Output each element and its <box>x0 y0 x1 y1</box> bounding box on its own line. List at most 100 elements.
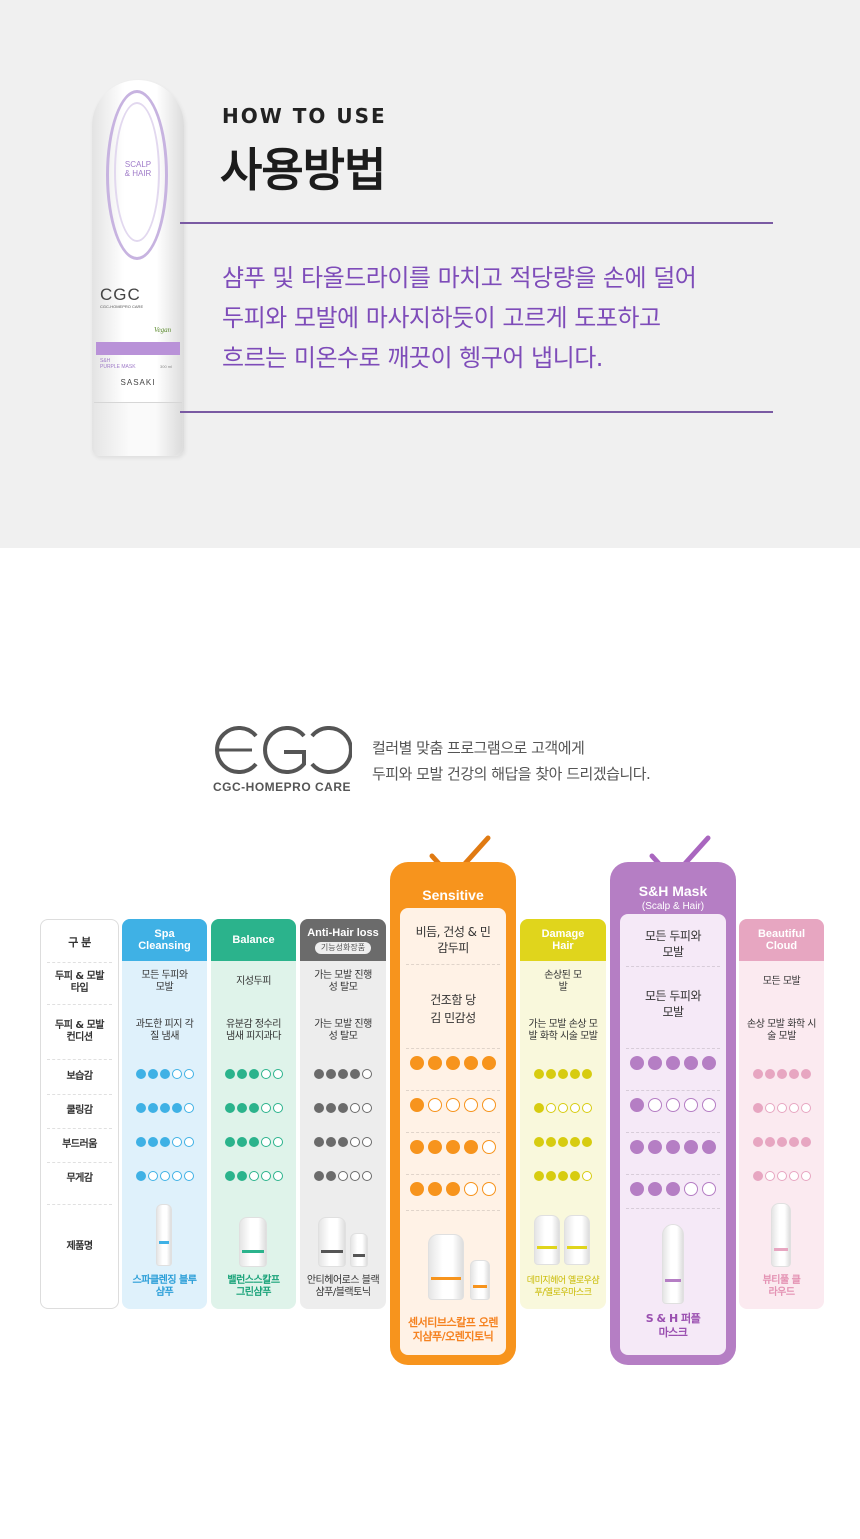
rating-dot-empty <box>582 1171 592 1181</box>
how-to-use-heading-ko: 사용방법 <box>220 143 386 197</box>
rating-dot-filled <box>546 1137 556 1147</box>
label-product: 제품명 <box>66 1241 93 1252</box>
rating-dot-filled <box>326 1137 336 1147</box>
sensitive-weight-rating <box>400 1182 506 1196</box>
rating-dot-empty <box>362 1137 372 1147</box>
column-sh-mask: S&H Mask (Scalp & Hair) 모든 두피와 모발 모든 두피와… <box>610 862 736 1365</box>
column-damage-hair: Damage Hair 손상된 모발 가는 모발 손상 모발 화학 시술 모발 … <box>520 919 606 1309</box>
rating-dot-empty <box>684 1182 698 1196</box>
rating-dot-filled <box>558 1069 568 1079</box>
rating-dot-filled <box>135 1069 146 1079</box>
rating-dot-empty <box>558 1103 568 1113</box>
row-label-column: 구 분 두피 & 모발 타입 두피 & 모발 컨디션 보습감 쿨링감 부드러움 … <box>40 919 119 1309</box>
rating-dot-filled <box>582 1137 592 1147</box>
spa-product-image <box>156 1204 172 1266</box>
rating-dot-filled <box>314 1103 324 1113</box>
beautiful-condition: 손상 모발 화학 시술 모발 <box>747 1019 816 1042</box>
rating-dot-filled <box>558 1171 568 1181</box>
brand-intro: 컬러별 맞춤 프로그램으로 고객에게 두피와 모발 건강의 해답을 찾아 드리겠… <box>372 739 651 783</box>
rating-dot-filled <box>338 1137 348 1147</box>
rating-dot-empty <box>260 1103 271 1113</box>
rating-dot-empty <box>428 1098 442 1112</box>
rating-dot-empty <box>446 1098 460 1112</box>
beautiful-softness-rating <box>739 1137 824 1147</box>
vegan-badge: Vegan <box>154 326 172 334</box>
sensitive-product-image-2 <box>470 1260 490 1300</box>
rating-dot-empty <box>648 1098 662 1112</box>
rating-dot-empty <box>183 1137 194 1147</box>
label-softness: 부드러움 <box>62 1139 97 1150</box>
bottle-label-1: SCALP <box>124 160 152 169</box>
rating-dot-filled <box>350 1069 360 1079</box>
column-balance: Balance 지성두피 유분감 정수리 냄새 피지과다 밸런스스칼프 그린샴푸 <box>211 919 296 1309</box>
rating-dot-filled <box>752 1137 763 1147</box>
rating-dot-empty <box>546 1103 556 1113</box>
rating-dot-filled <box>648 1182 662 1196</box>
rating-dot-filled <box>224 1069 235 1079</box>
rating-dot-filled <box>326 1103 336 1113</box>
damage-product-name: 데미지헤어 옐로우샴푸/옐로우마스크 <box>526 1276 600 1298</box>
damage-cooling-rating <box>520 1103 606 1113</box>
rating-dot-filled <box>558 1137 568 1147</box>
sensitive-moisture-rating <box>400 1056 506 1070</box>
rating-dot-filled <box>570 1069 580 1079</box>
column-spa-cleansing: Spa Cleansing 모든 두피와 모발 과도한 피지 각질 냄새 스파클… <box>122 919 207 1309</box>
rating-dot-filled <box>464 1056 478 1070</box>
rating-dot-filled <box>224 1171 235 1181</box>
rating-dot-filled <box>666 1140 680 1154</box>
how-to-use-heading: HOW TO USE <box>222 104 387 128</box>
rating-dot-empty <box>684 1098 698 1112</box>
rating-dot-filled <box>534 1069 544 1079</box>
rating-dot-filled <box>224 1103 235 1113</box>
damage-moisture-rating <box>520 1069 606 1079</box>
rating-dot-empty <box>350 1171 360 1181</box>
beautiful-product-name: 뷰티풀 클라우드 <box>762 1275 801 1298</box>
rating-dot-empty <box>464 1098 478 1112</box>
rating-dot-filled <box>410 1098 424 1112</box>
rating-dot-empty <box>260 1069 271 1079</box>
balance-type: 지성두피 <box>236 976 271 987</box>
rating-dot-filled <box>666 1182 680 1196</box>
rating-dot-filled <box>248 1069 259 1079</box>
sensitive-softness-rating <box>400 1140 506 1154</box>
rating-dot-filled <box>648 1140 662 1154</box>
rating-dot-empty <box>350 1137 360 1147</box>
rating-dot-filled <box>800 1137 811 1147</box>
rating-dot-empty <box>350 1103 360 1113</box>
antihair-condition: 가는 모발 진행성 탈모 <box>314 1019 372 1042</box>
rating-dot-filled <box>788 1069 799 1079</box>
cgc-logo <box>215 726 352 774</box>
rating-dot-filled <box>314 1137 324 1147</box>
rating-dot-empty <box>482 1140 496 1154</box>
beautiful-type: 모든 모발 <box>762 976 801 987</box>
rating-dot-empty <box>362 1103 372 1113</box>
sh-cooling-rating <box>620 1098 726 1112</box>
header-balance: Balance <box>211 919 296 961</box>
brand-sub: CGC-HOMEPRO CARE <box>212 780 351 794</box>
damage-type: 손상된 모발 <box>544 970 582 993</box>
balance-condition: 유분감 정수리 냄새 피지과다 <box>226 1019 281 1042</box>
damage-product-image-2 <box>564 1215 590 1265</box>
rating-dot-empty <box>788 1171 799 1181</box>
sensitive-condition: 건조함 당김 민감성 <box>430 993 476 1025</box>
rating-dot-empty <box>338 1171 348 1181</box>
rating-dot-filled <box>630 1140 644 1154</box>
rating-dot-filled <box>326 1069 336 1079</box>
antihair-moisture-rating <box>300 1069 386 1079</box>
spa-softness-rating <box>122 1137 207 1147</box>
rating-dot-empty <box>362 1069 372 1079</box>
rating-dot-filled <box>410 1182 424 1196</box>
rating-dot-empty <box>776 1171 787 1181</box>
antihair-product-image-1 <box>318 1217 346 1267</box>
rating-dot-empty <box>666 1098 680 1112</box>
rating-dot-filled <box>147 1103 158 1113</box>
rating-dot-filled <box>800 1069 811 1079</box>
rating-dot-empty <box>260 1171 271 1181</box>
sensitive-product-image-1 <box>428 1234 464 1300</box>
beautiful-weight-rating <box>739 1171 824 1181</box>
header-spa: Spa Cleansing <box>122 919 207 961</box>
rating-dot-filled <box>702 1056 716 1070</box>
rating-dot-empty <box>482 1182 496 1196</box>
sh-condition: 모든 두피와 모발 <box>644 989 702 1019</box>
label-category: 구 분 <box>68 936 91 949</box>
